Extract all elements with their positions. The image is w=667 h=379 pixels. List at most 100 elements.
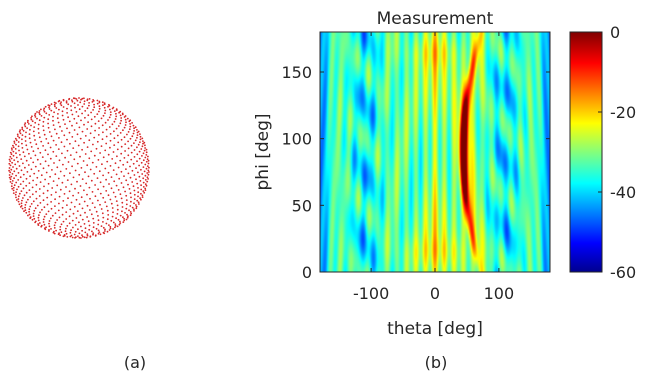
sample-point (57, 209, 60, 212)
sample-point (126, 117, 129, 120)
sample-point (125, 199, 128, 202)
sample-point (102, 156, 105, 159)
sample-point (144, 179, 147, 181)
sample-point (109, 227, 112, 230)
sample-point (71, 165, 73, 168)
sample-point (65, 100, 68, 102)
sample-point (130, 212, 133, 215)
sample-point (57, 177, 60, 180)
sample-point (26, 148, 29, 151)
sample-point (71, 124, 73, 127)
sample-point (136, 199, 139, 202)
sample-point (60, 104, 63, 107)
sample-point (144, 187, 147, 190)
sample-point (127, 140, 129, 143)
sample-point (125, 121, 127, 124)
sample-point (63, 193, 66, 195)
sample-point (141, 194, 144, 197)
sample-point (73, 117, 76, 120)
sample-point (94, 184, 96, 186)
sample-point (15, 167, 18, 170)
sample-point (77, 115, 80, 118)
sample-point (132, 124, 135, 127)
sample-point (87, 114, 90, 117)
sample-point (54, 205, 56, 208)
sample-point (15, 191, 17, 194)
sample-point (76, 99, 79, 102)
sample-point (12, 144, 14, 147)
sample-point (8, 167, 11, 169)
sample-point (41, 208, 43, 211)
sample-point (98, 105, 101, 108)
sample-point (29, 128, 31, 131)
sample-point (131, 181, 134, 183)
sample-point (12, 186, 15, 189)
sample-point (11, 173, 14, 175)
sample-point (79, 101, 82, 104)
sample-point (116, 155, 118, 158)
sample-point (60, 223, 63, 226)
sample-point (18, 149, 20, 152)
sample-point (104, 230, 106, 232)
sample-point (30, 157, 32, 160)
sample-point (23, 124, 26, 126)
sample-point (142, 142, 144, 145)
sample-point (63, 174, 66, 177)
sample-point (134, 139, 137, 142)
sample-point (133, 127, 136, 130)
sample-point (10, 147, 13, 150)
sample-point (142, 181, 145, 184)
sample-point (90, 125, 93, 128)
sample-point (17, 145, 20, 148)
sample-point (86, 233, 89, 236)
sample-point (76, 210, 79, 213)
sample-point (31, 193, 34, 196)
sample-point (108, 126, 111, 128)
sample-point (46, 203, 49, 206)
sample-point (40, 225, 43, 228)
sample-point (20, 202, 23, 205)
heatmap (320, 32, 550, 272)
panel-b-label: (b) (425, 353, 448, 372)
sample-point (147, 169, 150, 172)
sample-point (75, 98, 78, 100)
sample-point (17, 172, 20, 174)
sample-point (140, 198, 142, 201)
sample-point (61, 110, 64, 113)
sample-point (15, 174, 17, 177)
sample-point (40, 115, 43, 117)
sample-point (47, 153, 49, 156)
sample-point (12, 192, 15, 195)
sample-point (77, 192, 80, 194)
sample-point (24, 206, 26, 209)
sample-point (81, 112, 83, 115)
sample-point (54, 128, 56, 131)
sample-point (20, 158, 23, 161)
sample-point (70, 183, 73, 186)
sample-point (88, 104, 90, 107)
sample-point (35, 143, 38, 146)
sample-point (24, 125, 27, 128)
sample-point (55, 229, 57, 232)
sample-point (38, 136, 41, 139)
sample-point (74, 224, 77, 226)
sample-point (27, 198, 29, 201)
sample-point (108, 229, 111, 231)
sample-point (77, 228, 79, 231)
sample-point (62, 200, 65, 202)
sample-point (119, 122, 122, 125)
sample-point (36, 117, 38, 120)
sample-point (141, 145, 144, 148)
sample-point (52, 124, 55, 126)
sample-point (106, 160, 109, 163)
y-axis-label: phi [deg] (253, 114, 273, 191)
sample-point (83, 141, 85, 144)
sample-point (142, 159, 145, 162)
sample-point (84, 110, 87, 112)
sample-point (96, 99, 99, 102)
sample-point (139, 141, 141, 144)
sample-point (46, 196, 49, 199)
sample-point (31, 120, 34, 123)
sample-point (38, 188, 41, 190)
sample-point (145, 167, 148, 170)
